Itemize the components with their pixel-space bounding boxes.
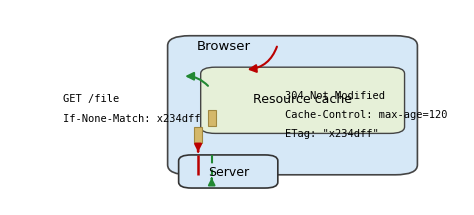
Text: GET /file: GET /file [63, 94, 119, 104]
Text: If-None-Match: x234dff: If-None-Match: x234dff [63, 114, 201, 123]
Text: ETag: "x234dff": ETag: "x234dff" [285, 129, 379, 139]
FancyBboxPatch shape [179, 155, 278, 188]
Text: Server: Server [208, 166, 249, 179]
FancyBboxPatch shape [201, 67, 405, 133]
Text: Cache-Control: max-age=120: Cache-Control: max-age=120 [285, 110, 447, 120]
FancyBboxPatch shape [168, 36, 418, 175]
Text: Resource cache: Resource cache [253, 93, 352, 106]
Text: Browser: Browser [197, 40, 251, 53]
FancyBboxPatch shape [208, 110, 216, 126]
FancyBboxPatch shape [194, 127, 202, 143]
Text: 304 Not Modified: 304 Not Modified [285, 91, 385, 101]
